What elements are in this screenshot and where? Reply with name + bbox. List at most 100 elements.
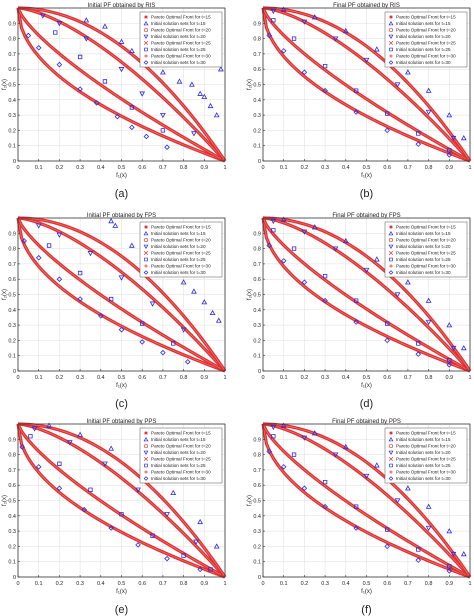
y-axis-label: f₂(x): [2, 495, 8, 506]
solution-point-t=25: [140, 321, 145, 326]
solution-point-t=15: [342, 237, 349, 244]
y-tick-label: 0.1: [8, 560, 16, 566]
x-tick-label: 0.2: [56, 375, 64, 381]
x-tick-label: 0.3: [321, 375, 329, 381]
legend-entry: Pareto Optimal Front for t=20: [151, 444, 211, 449]
solution-point-t=30: [322, 297, 328, 304]
solution-point-t=25: [77, 54, 83, 60]
solution-point-t=30: [135, 542, 141, 548]
panel-caption: (e): [115, 604, 128, 616]
solution-point-t=20: [149, 301, 156, 307]
pareto-front-highlight-t=30: [262, 7, 471, 162]
legend-marker: [143, 456, 149, 462]
y-tick-label: 0.5: [8, 83, 16, 89]
legend-entry: Pareto Optimal Front for t=20: [151, 238, 211, 243]
solution-point-t=30: [77, 86, 83, 92]
solution-point-t=20: [425, 109, 432, 116]
solution-point-t=15: [176, 78, 183, 84]
legend-entry: Pareto Optimal Front for t=20: [151, 28, 211, 33]
y-tick-label: 0.6: [8, 67, 16, 73]
y-tick-label: 0.2: [8, 338, 16, 344]
solution-point-t=30: [384, 337, 390, 344]
legend-entry: Pareto Optimal Front for t=15: [151, 225, 211, 230]
legend-entry: Pareto Optimal Front for t=25: [151, 41, 211, 46]
solution-point-t=25: [181, 553, 186, 558]
x-tick-label: 0.3: [76, 581, 84, 587]
solution-point-t=30: [301, 485, 308, 492]
solution-point-t=30: [322, 87, 328, 94]
solution-point-t=15: [311, 430, 318, 436]
chart-title: Final PF obtained by RIS: [333, 3, 400, 9]
solution-point-t=25: [208, 567, 213, 572]
panel-caption: (a): [115, 188, 128, 200]
solution-point-t=20: [270, 8, 277, 15]
solution-point-t=25: [447, 358, 452, 363]
y-tick-label: 0.1: [253, 354, 261, 360]
panel-e: 0 0.1 0.2 0.3 0.4 0.5 0.6 0.7 0.8 0.9 1 0 0.1 0.2 0.3 0…: [2, 419, 227, 616]
solution-point-t=20: [87, 251, 94, 257]
solution-point-t=25: [353, 298, 359, 303]
y-tick-label: 0.9: [253, 437, 261, 443]
y-tick-label: 0.8: [8, 37, 16, 43]
solution-point-t=25: [385, 527, 390, 532]
legend-marker: [389, 470, 393, 474]
y-tick-label: 0.6: [253, 277, 261, 283]
legend-entry: Pareto Optimal Front for t=30: [396, 264, 456, 269]
legend-marker: [143, 244, 149, 250]
solution-point-t=30: [164, 144, 170, 150]
y-tick-label: 0.8: [8, 247, 16, 253]
legend-entry: Pareto Optimal Front for t=25: [396, 41, 456, 46]
solution-point-t=25: [291, 246, 297, 251]
x-tick-label: 1: [223, 581, 226, 587]
solution-point-t=20: [102, 461, 108, 467]
y-tick-label: 0.6: [8, 277, 16, 283]
solution-point-t=20: [332, 452, 339, 458]
x-tick-label: 0.2: [56, 165, 64, 171]
solution-point-t=30: [446, 568, 453, 574]
solution-point-t=15: [201, 93, 208, 99]
solution-point-t=20: [363, 267, 370, 274]
pareto-front-highlight-t=30: [17, 217, 226, 372]
y-tick-label: 0.7: [253, 52, 261, 58]
solution-point-t=15: [118, 38, 125, 44]
y-tick-label: 0.2: [253, 544, 261, 550]
panel-f: 0 0.1 0.2 0.3 0.4 0.5 0.6 0.7 0.8 0.9 1 0 0.1 0.2 0.3 0…: [247, 419, 472, 616]
x-tick-label: 0.1: [280, 375, 288, 381]
x-tick-label: 0.4: [342, 165, 350, 171]
legend-entry: Initial solution sets for t=15: [396, 21, 451, 26]
y-tick-label: 0.4: [8, 308, 16, 314]
y-axis-label: f₂(x): [2, 289, 8, 300]
legend-marker: [144, 431, 148, 435]
solution-point-t=20: [332, 246, 339, 252]
y-tick-label: 0.7: [253, 262, 261, 268]
x-tick-label: 0.6: [138, 581, 146, 587]
legend-box: [384, 427, 468, 484]
x-tick-label: 0.1: [35, 165, 43, 171]
solution-point-t=15: [209, 309, 216, 316]
legend-marker: [143, 436, 149, 442]
legend-marker: [144, 257, 148, 262]
legend-entry: Initial solution sets for t=15: [151, 437, 206, 442]
x-axis-label: f₁(x): [361, 383, 372, 389]
legend-entry: Initial solution sets for t=20: [151, 34, 206, 39]
legend-entry: Pareto Optimal Front for t=15: [151, 15, 211, 20]
legend-entry: Pareto Optimal Front for t=30: [151, 54, 211, 59]
legend-entry: Initial solution sets for t=15: [396, 231, 451, 236]
solution-point-t=20: [394, 498, 401, 504]
y-tick-label: 0.4: [8, 514, 16, 520]
x-tick-label: 0: [16, 375, 19, 381]
legend-entry: Initial solution sets for t=20: [396, 450, 451, 455]
solution-point-t=25: [416, 547, 421, 552]
y-tick-label: 0: [258, 369, 261, 375]
solution-point-t=30: [77, 296, 83, 302]
solution-point-t=30: [35, 464, 42, 470]
pareto-front-highlight-t=25: [17, 217, 226, 372]
x-tick-label: 0: [261, 581, 264, 587]
legend-box: [139, 427, 223, 484]
solution-point-t=30: [266, 32, 272, 39]
solution-point-t=15: [342, 27, 349, 34]
solution-point-t=25: [271, 434, 276, 439]
solution-point-t=20: [39, 13, 46, 19]
y-tick-label: 0.1: [8, 144, 16, 150]
solution-point-t=30: [98, 313, 104, 319]
